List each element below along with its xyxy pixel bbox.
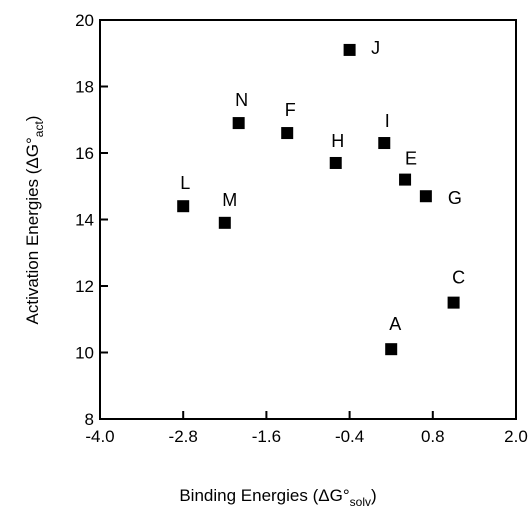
- x-tick-label: -1.6: [252, 427, 281, 446]
- point-label-m: M: [222, 190, 237, 210]
- y-axis-label: Activation Energies (ΔG°act): [23, 116, 46, 325]
- plot-border: [99, 19, 517, 420]
- point-label-e: E: [405, 149, 417, 169]
- y-tick-label: 10: [75, 344, 94, 363]
- y-tick-label: 20: [75, 11, 94, 30]
- x-axis-ticks: -4.0 -2.8 -1.6 -0.4 0.8 2.0: [85, 411, 528, 446]
- point-label-n: N: [235, 90, 248, 110]
- data-point-i: [378, 137, 391, 150]
- data-point-a: [385, 343, 398, 356]
- x-axis-label: Binding Energies (ΔG°solv): [179, 486, 376, 506]
- data-point-g: [419, 190, 432, 203]
- data-point-j: [343, 43, 356, 56]
- plot-frame: [99, 19, 517, 420]
- x-tick-label: -0.4: [335, 427, 364, 446]
- y-tick-label: 8: [85, 410, 94, 429]
- point-label-a: A: [389, 314, 401, 334]
- data-point-e: [399, 173, 412, 186]
- point-label-h: H: [331, 131, 344, 151]
- data-point-n: [232, 117, 245, 130]
- x-tick-label: 0.8: [421, 427, 445, 446]
- y-tick-label: 12: [75, 277, 94, 296]
- point-label-f: F: [285, 100, 296, 120]
- data-point-c: [447, 296, 460, 309]
- y-tick-label: 18: [75, 78, 94, 97]
- point-label-c: C: [452, 268, 465, 288]
- y-axis-ticks: 8 10 12 14 16 18 20: [75, 11, 108, 429]
- data-point-h: [329, 156, 342, 169]
- x-tick-label: 2.0: [504, 427, 528, 446]
- point-label-g: G: [448, 188, 462, 208]
- y-tick-label: 16: [75, 144, 94, 163]
- point-label-l: L: [180, 173, 190, 193]
- x-tick-label: -2.8: [169, 427, 198, 446]
- data-points: J N F H IE G L M C A: [177, 38, 465, 356]
- y-tick-label: 14: [75, 211, 94, 230]
- data-point-m: [218, 216, 231, 229]
- data-point-f: [281, 127, 294, 140]
- data-point-l: [177, 200, 190, 213]
- point-label-j: J: [371, 38, 380, 58]
- point-label-i: I: [385, 111, 390, 131]
- x-tick-label: -4.0: [85, 427, 114, 446]
